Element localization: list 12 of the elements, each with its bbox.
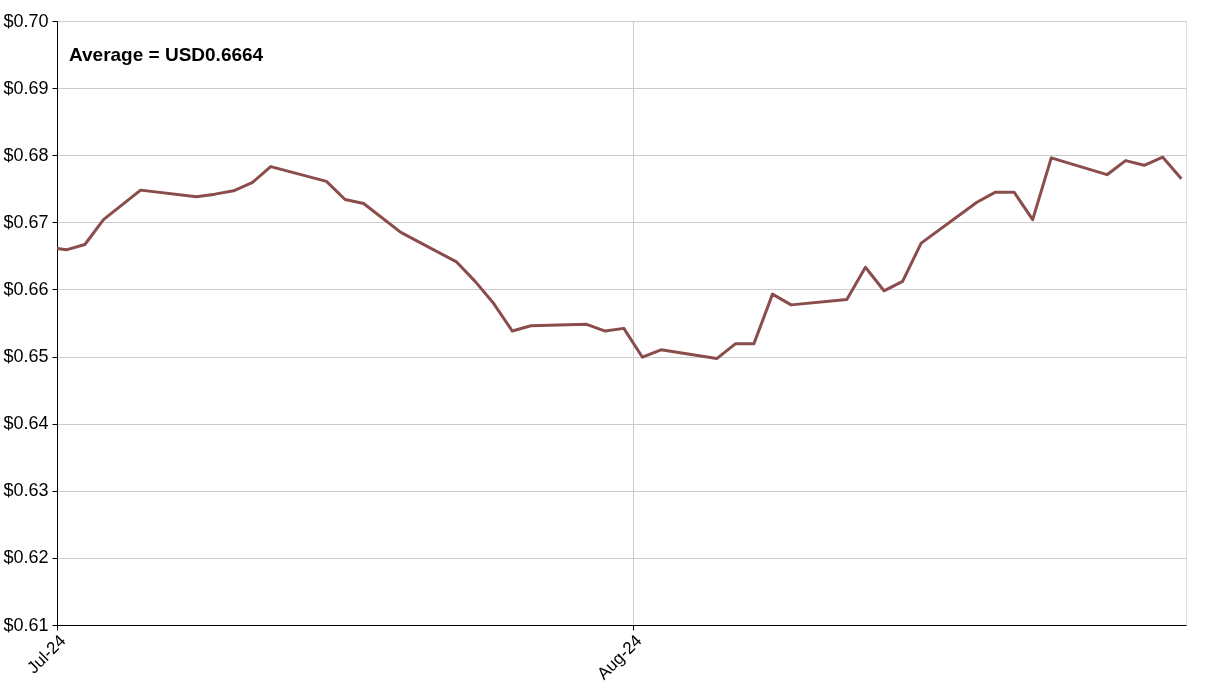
y-tick-label: $0.69: [3, 77, 49, 98]
y-tick-label: $0.65: [3, 346, 49, 367]
y-tick-label: $0.61: [3, 614, 49, 635]
annotation: Average = USD0.6664: [69, 44, 264, 65]
y-tick-label: $0.62: [3, 547, 49, 568]
y-tick-label: $0.63: [3, 480, 49, 501]
line-series: [55, 155, 1183, 361]
y-tick-label: $0.66: [3, 278, 49, 299]
y-tick-label: $0.67: [3, 211, 49, 232]
y-tick-label: $0.68: [3, 144, 49, 165]
y-tick-label: $0.64: [3, 413, 49, 434]
y-tick-label: $0.70: [3, 10, 49, 31]
